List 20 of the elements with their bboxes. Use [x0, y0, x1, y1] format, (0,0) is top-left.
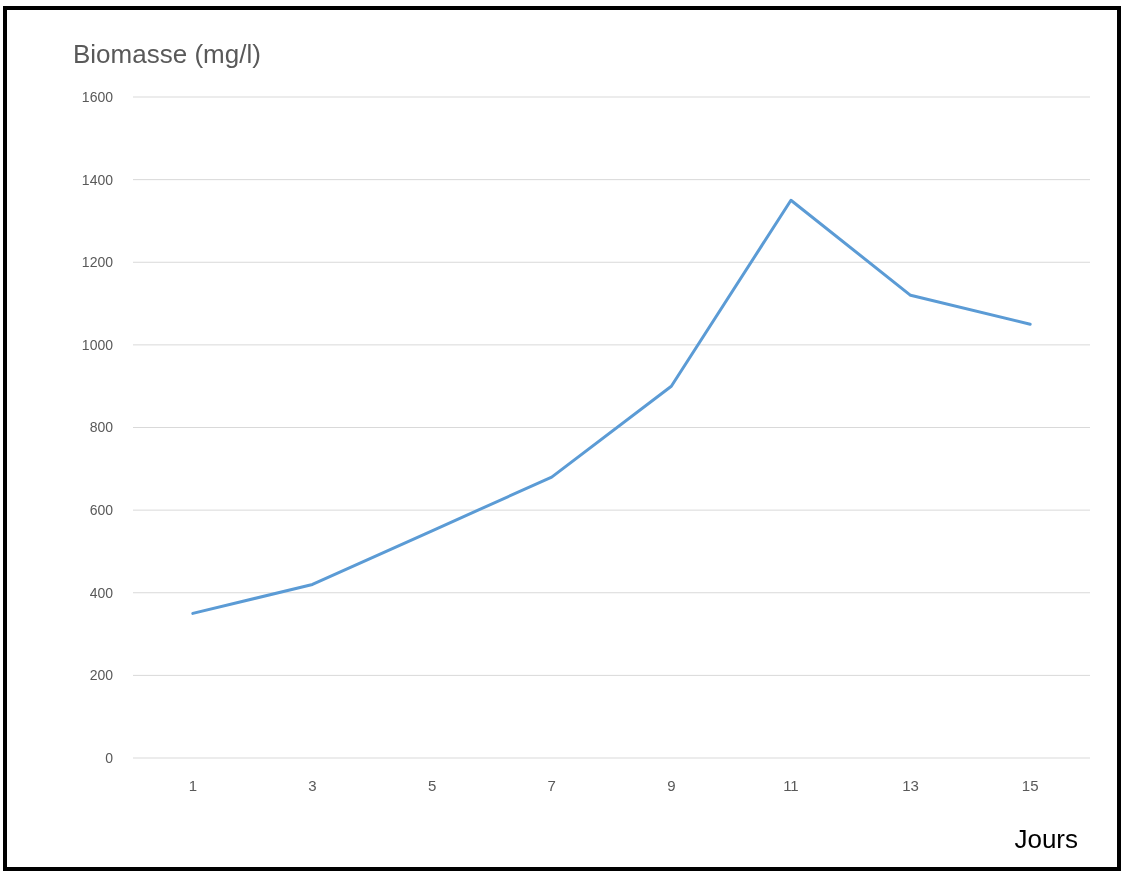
y-tick-label: 1000	[81, 336, 114, 353]
y-tick-label: 200	[89, 667, 114, 684]
y-tick-label: 1400	[81, 171, 114, 188]
x-tick-label: 7	[547, 777, 556, 794]
y-tick-label: 400	[89, 584, 114, 601]
y-tick-label: 0	[105, 749, 114, 766]
x-tick-label: 9	[667, 777, 676, 794]
y-tick-label: 1200	[81, 254, 114, 271]
x-tick-label: 15	[1021, 777, 1039, 794]
y-tick-label: 1600	[81, 88, 114, 105]
x-tick-label: 1	[188, 777, 197, 794]
y-tick-label: 800	[89, 419, 114, 436]
x-tick-label: 11	[783, 777, 799, 794]
line-series	[191, 198, 1032, 615]
x-tick-label: 3	[308, 777, 317, 794]
x-tick-label: 13	[902, 777, 919, 794]
y-axis-title: Biomasse (mg/l)	[73, 39, 261, 69]
y-tick-label: 600	[89, 502, 114, 519]
x-axis-title: Jours	[1014, 824, 1078, 854]
x-tick-label: 5	[427, 777, 437, 794]
